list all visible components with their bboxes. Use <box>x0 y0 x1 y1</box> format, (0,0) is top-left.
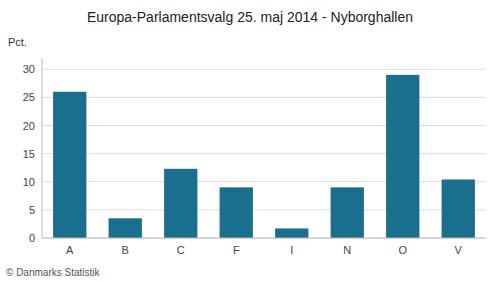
bar <box>275 228 308 238</box>
chart-container: Europa-Parlamentsvalg 25. maj 2014 - Nyb… <box>0 0 500 282</box>
x-tick-label: V <box>455 244 463 256</box>
grid <box>42 69 486 238</box>
bar <box>442 180 475 239</box>
grid-line <box>42 69 486 70</box>
y-axis-label: Pct. <box>8 36 27 48</box>
bar <box>386 75 419 238</box>
x-tick-label: B <box>122 244 129 256</box>
y-axis-line <box>42 58 43 238</box>
bar <box>109 218 142 238</box>
bar <box>220 187 253 238</box>
grid-line <box>42 238 486 239</box>
bar <box>164 169 197 238</box>
y-tick-label: 15 <box>23 148 35 160</box>
bars <box>53 75 475 238</box>
y-tick-label: 5 <box>29 204 35 216</box>
x-tick-label: O <box>398 244 407 256</box>
y-tick-label: 10 <box>23 176 35 188</box>
x-tick-label: I <box>290 244 293 256</box>
y-tick-label: 20 <box>23 120 35 132</box>
x-tick-label: C <box>177 244 185 256</box>
y-tick-label: 25 <box>23 91 35 103</box>
x-axis-line <box>42 238 486 239</box>
x-tick-label: N <box>343 244 351 256</box>
y-tick-label: 30 <box>23 63 35 75</box>
x-tick-label: A <box>66 244 74 256</box>
footer: © Danmarks Statistik <box>6 267 101 278</box>
y-tick-label: 0 <box>29 232 35 244</box>
x-tick-label: F <box>233 244 240 256</box>
bar <box>53 92 86 238</box>
bar <box>331 187 364 238</box>
chart: Europa-Parlamentsvalg 25. maj 2014 - Nyb… <box>0 0 500 282</box>
title: Europa-Parlamentsvalg 25. maj 2014 - Nyb… <box>87 9 413 25</box>
